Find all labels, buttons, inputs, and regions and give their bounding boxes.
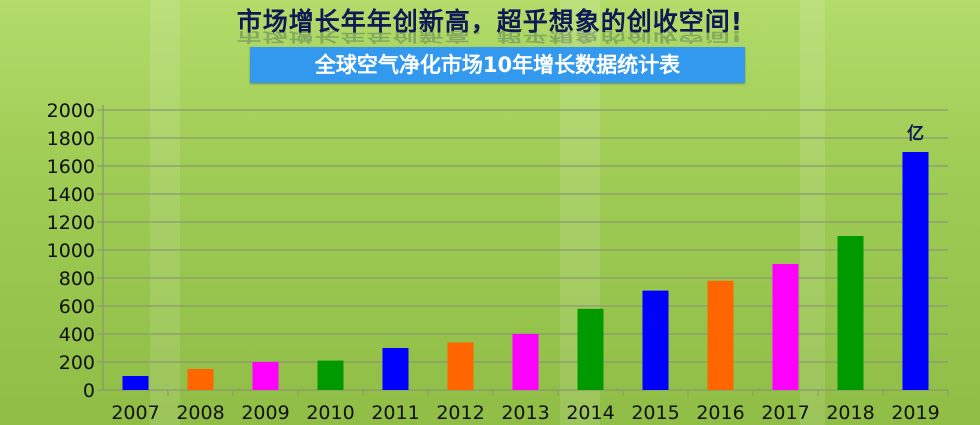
x-tick-label: 2008	[176, 402, 224, 424]
x-tick-label: 2011	[371, 402, 419, 424]
bar-2013	[512, 334, 539, 390]
x-tick-label: 2017	[761, 402, 809, 424]
y-tick-label: 1000	[47, 240, 95, 262]
unit-label: 亿	[907, 123, 924, 144]
x-tick-label: 2012	[436, 402, 484, 424]
x-tick-label: 2018	[826, 402, 874, 424]
y-tick-label: 0	[83, 380, 95, 402]
bar-2012	[447, 342, 474, 390]
bar-2008	[187, 369, 214, 390]
bar-2009	[252, 362, 279, 390]
x-tick-label: 2013	[501, 402, 549, 424]
y-tick-label: 2000	[47, 100, 95, 122]
bar-2018	[837, 236, 864, 390]
y-tick-label: 1800	[47, 128, 95, 150]
x-tick-label: 2019	[891, 402, 939, 424]
bar-2019	[902, 152, 929, 390]
y-tick-label: 200	[59, 352, 95, 374]
y-tick-label: 800	[59, 268, 95, 290]
bar-2010	[317, 360, 344, 390]
chart-title: 全球空气净化市场10年增长数据统计表	[250, 47, 745, 83]
background-stripe	[150, 0, 180, 425]
y-tick-label: 1400	[47, 184, 95, 206]
x-tick-label: 2015	[631, 402, 679, 424]
background-stripe	[800, 0, 825, 425]
bar-2015	[642, 290, 669, 390]
x-tick-label: 2016	[696, 402, 744, 424]
bar-2014	[577, 308, 604, 390]
x-tick-label: 2010	[306, 402, 354, 424]
x-tick-label: 2007	[111, 402, 159, 424]
headline: 市场增长年年创新高，超乎想象的创收空间!	[236, 7, 744, 36]
bar-2016	[707, 280, 734, 390]
bar-2011	[382, 348, 409, 390]
bar-2017	[772, 264, 799, 390]
x-tick-label: 2009	[241, 402, 289, 424]
y-tick-label: 1600	[47, 156, 95, 178]
y-tick-label: 400	[59, 324, 95, 346]
x-tick-label: 2014	[566, 402, 614, 424]
y-tick-label: 1200	[47, 212, 95, 234]
y-tick-label: 600	[59, 296, 95, 318]
bar-2007	[122, 376, 149, 390]
